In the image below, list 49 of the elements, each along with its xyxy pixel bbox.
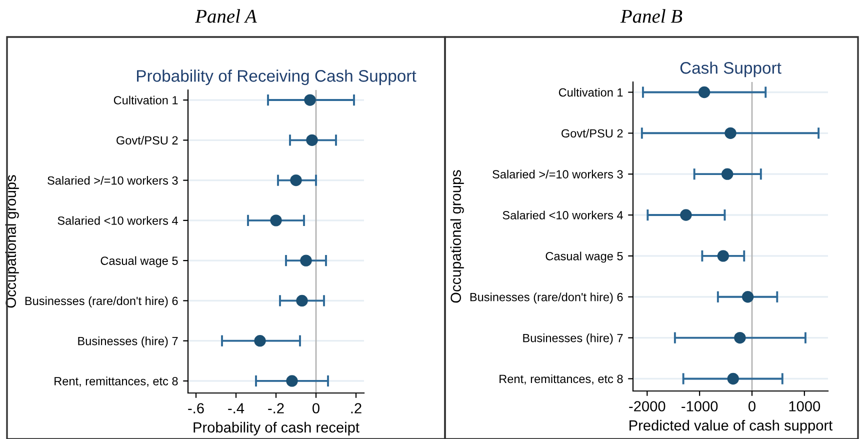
y-tick-label: Businesses (hire) 7 [78, 336, 178, 348]
y-tick-label: Govt/PSU 2 [562, 128, 623, 138]
point [254, 334, 266, 347]
x-tick-label: -2000 [629, 401, 666, 412]
point [722, 168, 734, 180]
chart-title: Cash Support [680, 62, 782, 78]
y-tick-label: Salaried >/=10 workers 3 [492, 170, 623, 178]
x-tick-label: 0 [312, 403, 320, 414]
x-tick-label: -1000 [682, 401, 718, 412]
y-tick-label: Businesses (rare/don't hire) 6 [25, 296, 178, 308]
y-tick-label: Salaried <10 workers 4 [58, 216, 178, 225]
text: Panel A [195, 9, 257, 23]
x-tick-label: -.6 [188, 403, 204, 414]
point [286, 375, 298, 387]
point [727, 372, 739, 385]
point [290, 174, 302, 186]
y-tick-label: Rent, remittances, etc 8 [54, 376, 178, 387]
y-tick-label: Salaried <10 workers 4 [502, 210, 623, 220]
x-axis-title: Probability of cash receipt [194, 422, 360, 436]
point [680, 209, 692, 221]
point [306, 134, 318, 146]
y-tick-label: Cultivation 1 [114, 96, 178, 104]
y-tick-label: Salaried >/=10 workers 3 [48, 176, 178, 185]
point [717, 250, 730, 262]
y-tick-label: Businesses (hire) 7 [523, 334, 623, 345]
x-tick-label: 0 [748, 401, 756, 412]
x-tick-label: .2 [351, 403, 362, 414]
text: Panel B [620, 9, 682, 23]
point [300, 254, 312, 266]
point [296, 294, 308, 307]
y-axis-title: Occupational groups [5, 175, 19, 308]
point [698, 86, 710, 98]
y-tick-label: Cultivation 1 [558, 88, 623, 97]
x-tick-label: -.2 [268, 403, 284, 414]
y-tick-label: Govt/PSU 2 [116, 136, 178, 145]
x-tick-label: 1000 [789, 401, 820, 412]
point [724, 127, 736, 140]
y-tick-label: Rent, remittances, etc 8 [500, 374, 623, 385]
point [304, 94, 316, 106]
point [270, 214, 282, 226]
y-tick-label: Casual wage 5 [100, 256, 178, 268]
chart-title: Probability of Receiving Cash Support [137, 70, 416, 86]
y-tick-label: Casual wage 5 [546, 252, 623, 263]
point [742, 291, 754, 303]
point [734, 332, 746, 344]
y-axis-title: Occupational groups [450, 170, 464, 303]
x-tick-label: -.4 [228, 403, 244, 414]
y-tick-label: Businesses (rare/don't hire) 6 [470, 292, 623, 304]
x-axis-title: Predicted value of cash support [630, 420, 833, 434]
